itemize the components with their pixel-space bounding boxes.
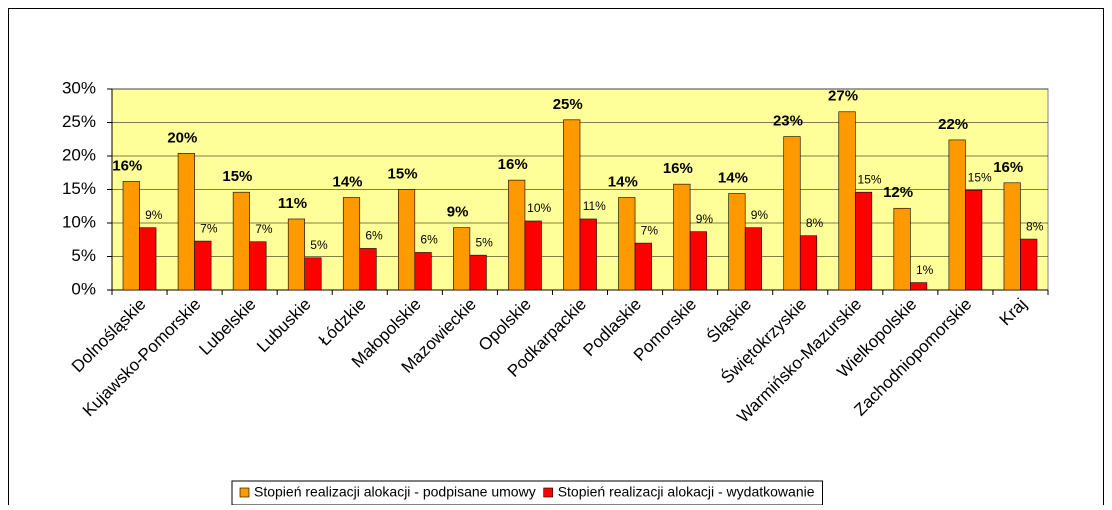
data-label: 5% [475,235,493,249]
data-label: 6% [420,233,438,247]
data-label: 7% [200,221,218,235]
data-label: 27% [828,88,858,105]
data-label: 16% [112,157,142,174]
data-label: 9% [447,204,469,221]
bar [139,227,157,291]
data-label: 11% [278,195,307,212]
bar [508,179,526,291]
data-label: 22% [938,116,968,133]
data-label: 9% [145,208,163,222]
data-label: 12% [883,184,913,201]
data-label: 9% [696,212,714,226]
bar [948,139,966,291]
bar [563,119,581,291]
data-label: 6% [365,229,383,243]
bar [838,111,856,291]
data-label: 15% [222,168,252,185]
bar [453,227,471,291]
data-label: 7% [641,223,659,237]
y-tick-label: 30% [62,78,96,97]
bar [287,218,306,291]
bar [893,207,911,291]
bar [1020,238,1038,291]
bar [854,191,873,291]
bar [728,193,746,291]
data-label: 14% [608,174,638,191]
bar [359,248,377,291]
bar [177,153,195,291]
bar [232,191,250,291]
y-tick-label: 10% [62,212,96,231]
y-tick-label: 25% [62,112,96,131]
bar [673,183,691,291]
bar [618,197,636,291]
data-label: 8% [1026,219,1044,233]
data-label: 16% [663,160,693,177]
legend-box [231,480,823,506]
legend-label: Stopień realizacji alokacji - podpisane … [254,484,536,500]
legend-swatch [543,487,554,498]
data-label: 16% [993,159,1023,176]
bar [744,227,762,291]
bar [194,240,212,291]
bar [634,242,652,291]
bar [910,282,928,291]
bar [304,257,322,291]
data-label: 5% [310,238,328,252]
data-label: 23% [773,113,803,130]
data-label: 14% [718,169,748,186]
data-label: 20% [167,129,197,146]
data-label: 15% [858,172,882,186]
bar [783,136,801,291]
legend-label: Stopień realizacji alokacji - wydatkowan… [558,484,815,500]
data-label: 15% [388,165,418,182]
bar [398,189,416,291]
data-label: 14% [332,174,362,191]
data-label: 25% [553,96,583,113]
bar [1003,182,1021,291]
data-label: 1% [916,263,934,277]
y-tick-label: 20% [62,145,96,164]
bar [689,231,707,291]
legend: Stopień realizacji alokacji - podpisane … [231,480,823,506]
bar [249,241,267,291]
bar [524,220,542,291]
data-label: 8% [806,216,824,230]
data-label: 7% [255,222,273,236]
data-label: 16% [498,156,528,173]
data-label: 9% [751,208,769,222]
bar [469,254,487,291]
bar [579,218,597,291]
bar [342,197,361,291]
bar [414,252,432,291]
bar [122,181,140,291]
y-tick-label: 0% [71,279,96,298]
y-tick-label: 5% [71,246,96,265]
bar [799,235,818,291]
data-label: 11% [583,199,606,213]
legend-swatch [239,487,250,498]
bar [965,189,983,291]
y-tick-label: 15% [62,179,96,198]
data-label: 10% [527,201,551,215]
data-label: 15% [968,170,992,184]
